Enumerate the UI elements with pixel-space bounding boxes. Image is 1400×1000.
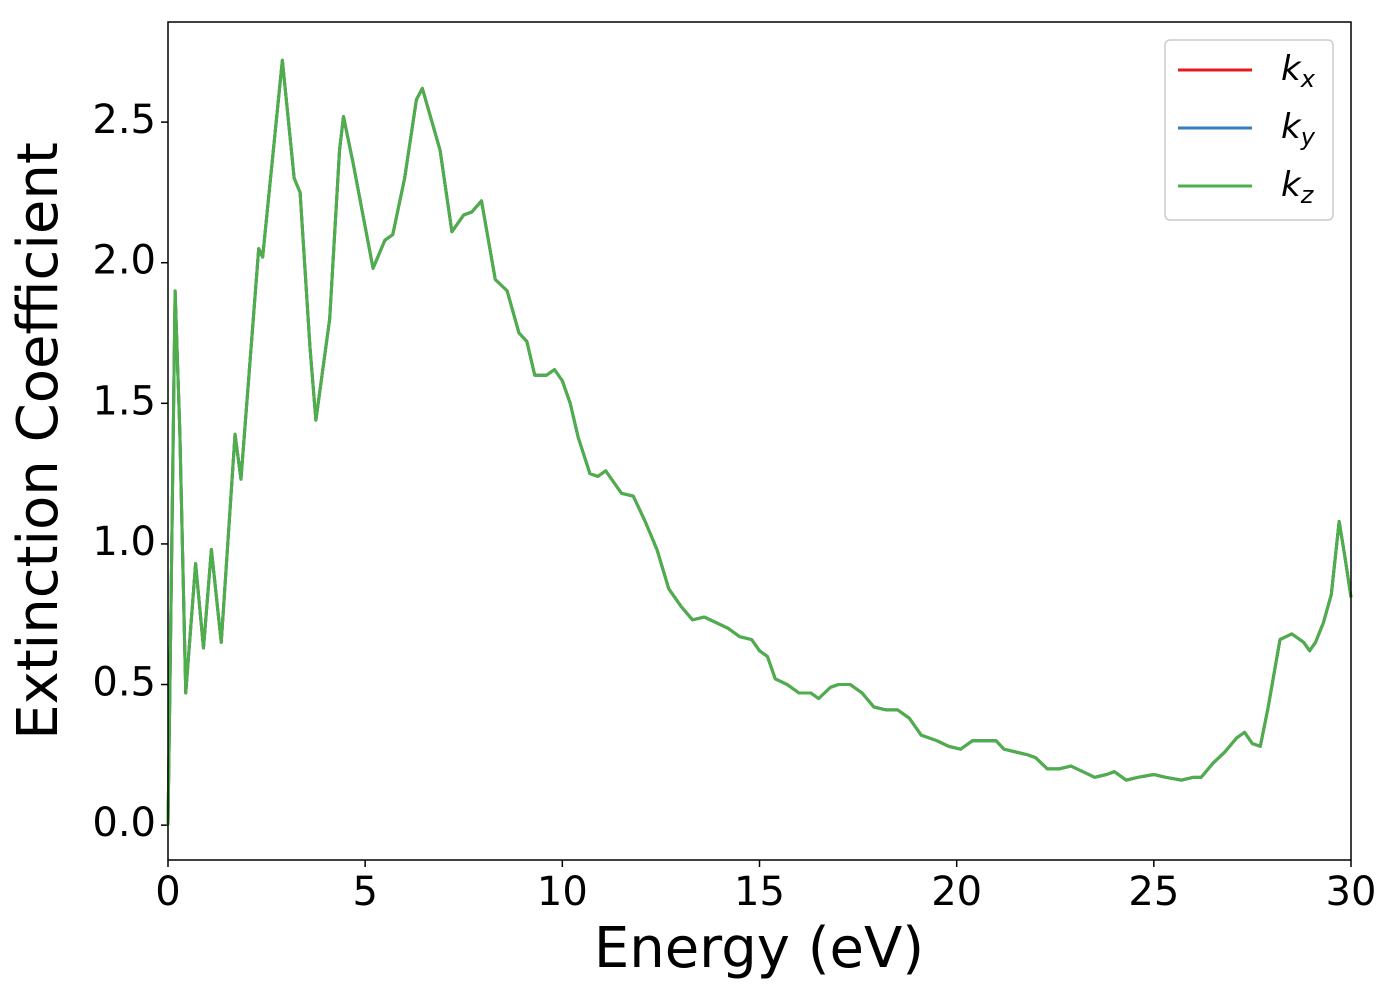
y-tick-label: 1.0	[92, 519, 156, 565]
x-tick-label: 10	[537, 869, 588, 915]
legend-label: kz	[1281, 165, 1315, 210]
y-tick-label: 1.5	[92, 378, 156, 424]
y-tick-label: 2.5	[92, 97, 156, 143]
legend-label: ky	[1281, 107, 1316, 152]
data-line	[166, 58, 1353, 826]
x-tick-label: 15	[734, 869, 785, 915]
x-tick-label: 0	[155, 869, 180, 915]
x-tick-label: 20	[931, 869, 982, 915]
plot-frame	[167, 21, 1352, 861]
legend-label: kx	[1281, 49, 1316, 94]
y-tick-label: 0.0	[92, 800, 156, 846]
x-axis-label: Energy (eV)	[594, 916, 924, 981]
x-tick-label: 30	[1326, 869, 1377, 915]
y-tick-label: 2.0	[92, 238, 156, 284]
y-tick-label: 0.5	[92, 660, 156, 706]
x-tick-label: 5	[352, 869, 377, 915]
legend-box	[1164, 39, 1334, 221]
y-axis-label: Extinction Coefficient	[6, 142, 71, 740]
x-tick-label: 25	[1128, 869, 1179, 915]
